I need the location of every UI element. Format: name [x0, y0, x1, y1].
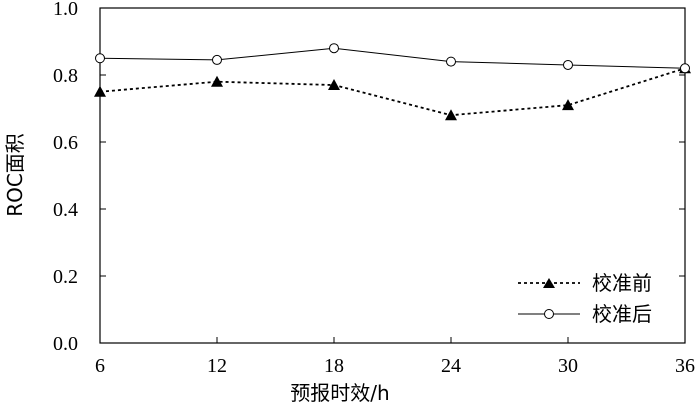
x-axis: 6 12 18 24 30 36	[95, 337, 695, 377]
x-tick-label: 18	[324, 355, 344, 377]
series-2-point	[95, 53, 105, 64]
series-2-point	[680, 63, 690, 74]
series-2-point	[563, 59, 573, 70]
y-tick-label: 0.6	[53, 132, 78, 154]
series-1-point	[445, 109, 457, 121]
x-axis-label: 预报时效/h	[290, 381, 389, 405]
legend-label-before: 校准前	[592, 271, 652, 295]
series-layer	[94, 43, 691, 121]
series-1-point	[562, 99, 574, 111]
legend-marker-circle	[544, 309, 554, 319]
plot-frame	[99, 7, 686, 344]
y-tick-label: 0.0	[53, 333, 78, 355]
y-tick-label: 1.0	[53, 0, 78, 20]
series-2-point	[329, 43, 339, 54]
y-axis-label: ROC面积	[3, 133, 27, 217]
x-tick-label: 30	[558, 355, 578, 377]
x-tick-label: 24	[441, 355, 461, 377]
y-tick-label: 0.2	[53, 266, 78, 288]
x-tick-label: 12	[207, 355, 227, 377]
series-line-1	[99, 67, 686, 117]
series-line-2	[99, 47, 686, 69]
y-axis: 0.0 0.2 0.4 0.6 0.8 1.0	[53, 0, 685, 355]
x-tick-label: 6	[95, 355, 105, 377]
series-1-point	[94, 85, 106, 97]
y-tick-label: 0.4	[53, 199, 78, 221]
series-2-point	[446, 56, 456, 67]
series-1-point	[211, 75, 223, 87]
y-tick-label: 0.8	[53, 65, 78, 87]
x-tick-label: 36	[675, 355, 695, 377]
legend-marker-triangle	[543, 278, 555, 288]
series-2-point	[212, 54, 222, 65]
legend-label-after: 校准后	[592, 302, 652, 326]
series-1-point	[328, 79, 340, 91]
legend: 校准前 校准后	[518, 271, 652, 326]
